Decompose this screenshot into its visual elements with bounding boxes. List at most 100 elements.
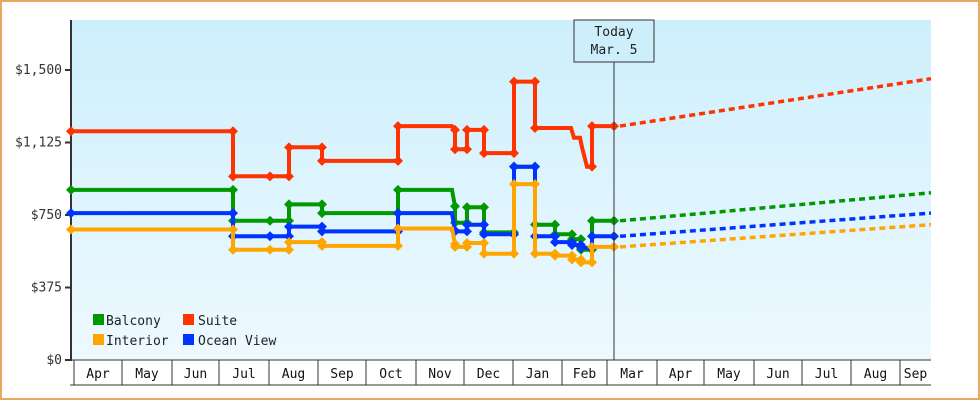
data-point-marker[interactable]: [576, 234, 586, 245]
data-point-marker[interactable]: [450, 201, 460, 212]
data-point-marker[interactable]: [265, 244, 275, 255]
x-tick-label: Aug: [864, 367, 887, 382]
y-tick-label: $0: [46, 353, 62, 368]
data-point-marker[interactable]: [479, 124, 489, 135]
today-date: Mar. 5: [591, 43, 638, 58]
data-point-marker[interactable]: [479, 248, 489, 259]
data-point-marker[interactable]: [393, 184, 403, 195]
x-tick-label: May: [135, 367, 159, 382]
data-point-marker[interactable]: [317, 142, 327, 153]
legend-label-interior: Interior: [106, 334, 169, 349]
data-point-marker[interactable]: [228, 184, 238, 195]
data-point-marker[interactable]: [530, 123, 540, 133]
data-point-marker[interactable]: [509, 179, 519, 190]
data-point-marker[interactable]: [317, 226, 327, 237]
data-point-marker[interactable]: [530, 76, 540, 87]
legend-label-ocean-view: Ocean View: [198, 334, 276, 349]
data-point-marker[interactable]: [284, 171, 294, 182]
data-point-marker[interactable]: [450, 241, 460, 252]
data-point-marker[interactable]: [587, 241, 597, 252]
data-point-marker[interactable]: [587, 257, 597, 268]
x-tick-label: Aug: [282, 367, 305, 382]
data-point-marker[interactable]: [462, 202, 472, 213]
data-point-marker[interactable]: [284, 244, 294, 255]
today-box: [573, 19, 655, 63]
data-point-marker[interactable]: [228, 244, 238, 255]
data-point-marker[interactable]: [530, 179, 540, 190]
data-point-marker[interactable]: [450, 124, 460, 135]
data-point-marker[interactable]: [317, 155, 327, 166]
x-tick-label: Jul: [815, 367, 838, 382]
data-point-marker[interactable]: [265, 215, 275, 226]
data-point-marker[interactable]: [567, 239, 577, 250]
x-tick-label: Apr: [86, 367, 110, 382]
data-point-marker[interactable]: [576, 257, 586, 268]
data-point-marker[interactable]: [550, 219, 560, 230]
data-point-marker[interactable]: [284, 221, 294, 232]
data-point-marker[interactable]: [393, 155, 403, 166]
x-tick-label: Apr: [669, 367, 693, 382]
legend-swatch-ocean-view: [183, 334, 194, 345]
legend-swatch-interior: [93, 334, 104, 345]
data-point-marker[interactable]: [587, 161, 597, 172]
x-tick-label: Oct: [379, 367, 402, 382]
data-point-marker[interactable]: [228, 224, 238, 235]
data-point-marker[interactable]: [587, 231, 597, 242]
data-point-marker[interactable]: [393, 208, 403, 219]
data-point-marker[interactable]: [567, 254, 577, 265]
x-tick-label: Feb: [573, 367, 597, 382]
data-point-marker[interactable]: [265, 171, 275, 182]
data-point-marker[interactable]: [509, 148, 519, 159]
data-point-marker[interactable]: [479, 229, 489, 240]
data-point-marker[interactable]: [479, 148, 489, 159]
y-tick-label: $1,125: [15, 136, 62, 151]
data-point-marker[interactable]: [284, 237, 294, 248]
data-point-marker[interactable]: [317, 208, 327, 219]
today-marker: Today Mar. 5: [573, 19, 655, 360]
today-label: Today: [594, 25, 633, 40]
data-point-marker[interactable]: [393, 121, 403, 132]
data-point-marker[interactable]: [317, 240, 327, 251]
data-point-marker[interactable]: [479, 202, 489, 213]
x-tick-label: Sep: [904, 367, 928, 382]
data-point-marker[interactable]: [462, 124, 472, 135]
data-point-marker[interactable]: [228, 126, 238, 137]
data-point-marker[interactable]: [530, 161, 540, 172]
data-point-marker[interactable]: [265, 231, 275, 242]
data-point-marker[interactable]: [66, 208, 76, 219]
data-point-marker[interactable]: [550, 237, 560, 248]
data-point-marker[interactable]: [462, 144, 472, 155]
x-tick-label: May: [717, 367, 741, 382]
data-point-marker[interactable]: [393, 240, 403, 251]
data-point-marker[interactable]: [284, 215, 294, 226]
data-point-marker[interactable]: [284, 199, 294, 210]
data-point-marker[interactable]: [550, 250, 560, 261]
data-point-marker[interactable]: [479, 238, 489, 249]
data-point-marker[interactable]: [509, 76, 519, 87]
data-point-marker[interactable]: [576, 242, 586, 253]
data-point-marker[interactable]: [462, 226, 472, 237]
data-point-marker[interactable]: [66, 126, 76, 137]
data-point-marker[interactable]: [393, 223, 403, 234]
y-tick-label: $750: [31, 208, 62, 223]
data-point-marker[interactable]: [284, 142, 294, 153]
data-point-marker[interactable]: [66, 224, 76, 235]
data-point-marker[interactable]: [66, 184, 76, 195]
legend-label-suite: Suite: [198, 314, 237, 329]
data-point-marker[interactable]: [587, 121, 597, 132]
data-point-marker[interactable]: [479, 219, 489, 230]
data-point-marker[interactable]: [509, 161, 519, 172]
data-point-marker[interactable]: [550, 231, 560, 242]
data-point-marker[interactable]: [530, 248, 540, 259]
data-point-marker[interactable]: [587, 215, 597, 226]
data-point-marker[interactable]: [509, 248, 519, 259]
data-point-marker[interactable]: [317, 199, 327, 210]
data-point-marker[interactable]: [228, 171, 238, 182]
legend-swatch-balcony: [93, 314, 104, 325]
data-point-marker[interactable]: [450, 144, 460, 155]
data-point-marker[interactable]: [462, 219, 472, 230]
data-point-marker[interactable]: [462, 238, 472, 249]
data-point-marker[interactable]: [228, 208, 238, 219]
data-point-marker[interactable]: [284, 231, 294, 242]
